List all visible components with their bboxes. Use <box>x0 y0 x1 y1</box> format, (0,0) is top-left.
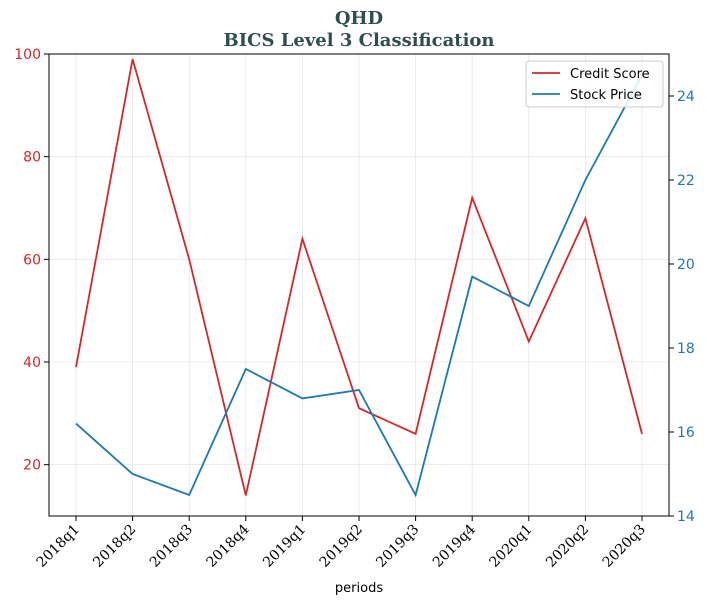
legend-label: Stock Price <box>570 88 642 103</box>
right-tick-label: 18 <box>677 341 695 357</box>
left-tick-label: 80 <box>23 150 41 166</box>
legend: Credit Score Stock Price <box>525 60 664 108</box>
x-tick-label: 2019q2 <box>317 522 366 571</box>
right-tick-label: 22 <box>677 173 695 189</box>
x-tick-label: 2018q1 <box>34 522 83 571</box>
x-tick-label: 2018q2 <box>90 522 139 571</box>
right-tick-label: 24 <box>677 89 695 105</box>
x-tick-label: 2019q3 <box>373 522 422 571</box>
x-tick-label: 2018q4 <box>203 521 252 570</box>
left-tick-label: 100 <box>14 47 41 63</box>
legend-box <box>525 60 664 108</box>
grid <box>49 53 669 516</box>
left-tick-label: 60 <box>23 252 41 268</box>
right-axis: 14 16 18 20 22 24 <box>669 89 695 525</box>
series-line-stock-price <box>75 74 643 498</box>
series-layer <box>75 58 643 498</box>
series-line-credit-score <box>75 58 643 496</box>
right-tick-label: 20 <box>677 257 695 273</box>
x-tick-label: 2020q2 <box>543 522 592 571</box>
left-tick-label: 40 <box>23 355 41 371</box>
x-axis: 2018q1 2018q2 2018q3 2018q4 2019q1 2019q2 2019… <box>34 516 649 571</box>
chart-subtitle: BICS Level 3 Classification <box>223 30 494 51</box>
left-axis: 20 40 60 80 100 <box>14 47 49 474</box>
x-tick-label: 2020q1 <box>486 522 535 571</box>
x-axis-label: periods <box>335 581 383 596</box>
left-tick-label: 20 <box>23 458 41 474</box>
x-tick-label: 2019q4 <box>430 521 479 570</box>
x-tick-label: 2019q1 <box>260 522 309 571</box>
right-tick-label: 16 <box>677 425 695 441</box>
right-tick-label: 14 <box>677 509 695 525</box>
legend-label: Credit Score <box>570 67 650 82</box>
chart-title: QHD <box>335 8 383 29</box>
x-tick-label: 2018q3 <box>147 522 196 571</box>
x-tick-label: 2020q3 <box>600 522 649 571</box>
